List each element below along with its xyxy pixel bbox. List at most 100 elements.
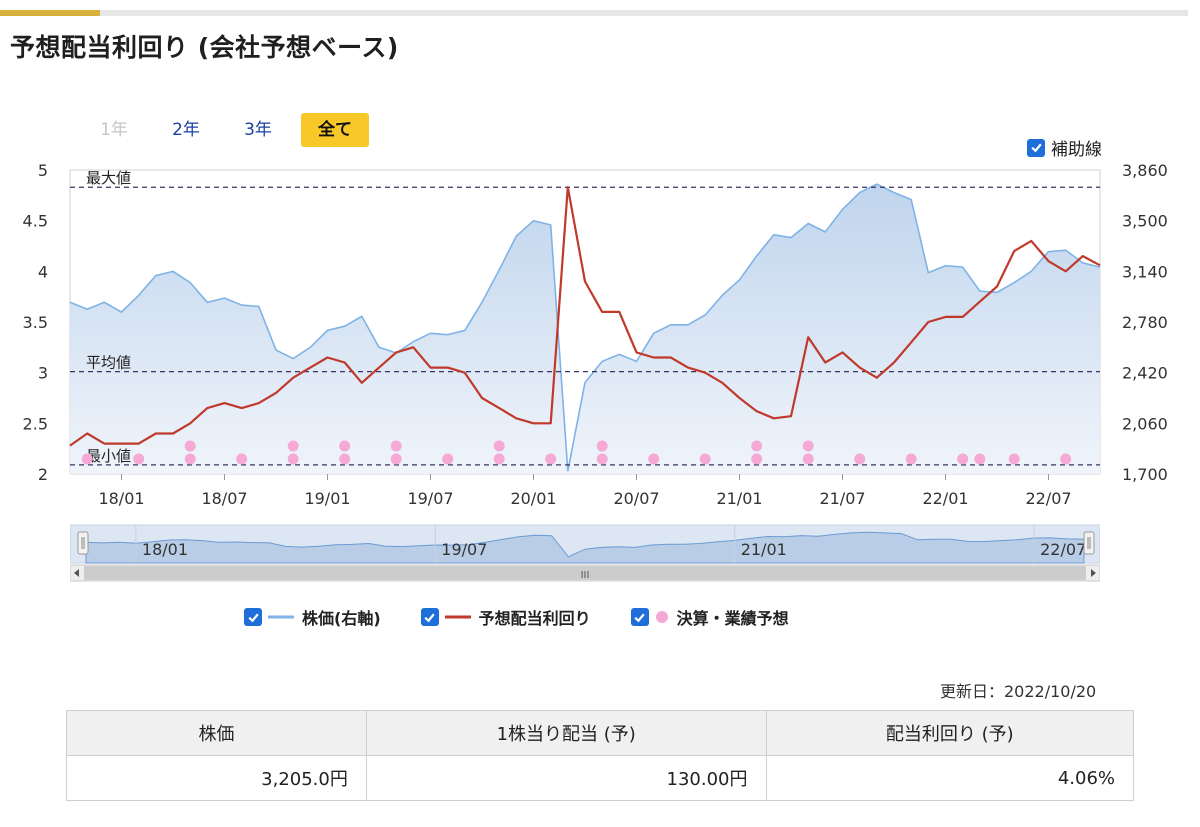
price-area [70, 184, 1100, 474]
value-yield: 4.06% [765, 755, 1134, 801]
legend-label-yield: 予想配当利回り [478, 609, 591, 628]
event-dot [184, 440, 196, 452]
event-dot [854, 453, 866, 465]
event-dot [493, 453, 505, 465]
page-title: 予想配当利回り (会社予想ベース) [10, 33, 399, 62]
x-axis-tick-label: 21/07 [819, 489, 865, 508]
navigator-tick-label: 22/07 [1040, 540, 1086, 559]
x-axis-tick-label: 19/07 [407, 489, 453, 508]
event-dot [802, 453, 814, 465]
x-axis-tick-label: 19/01 [304, 489, 350, 508]
legend-dot-events-icon [655, 611, 668, 623]
guide-line-toggle[interactable]: 補助線 [1027, 135, 1102, 160]
scrollbar-grip-icon: III [581, 570, 590, 581]
legend-line-price-icon [268, 615, 294, 619]
value-dividend: 130.00円 [365, 755, 767, 801]
table-header-row: 株価 1株当り配当 (予) 配当利回り (予) [66, 710, 1134, 756]
event-dot [442, 453, 454, 465]
updated-date: 更新日：2022/10/20 [940, 682, 1097, 701]
yield-line [69, 186, 1101, 447]
left-axis-tick-label: 5 [38, 161, 48, 180]
legend-line-yield-icon [444, 615, 471, 619]
event-dot [699, 453, 711, 465]
x-axis-tick-label: 20/07 [613, 489, 659, 508]
legend-label-events: 決算・業績予想 [676, 609, 789, 628]
top-progress-bar [0, 10, 1188, 16]
event-dot [184, 453, 196, 465]
navigator-series [85, 531, 1085, 564]
price-line [69, 183, 1101, 472]
scroll-left-arrow-icon[interactable] [74, 569, 79, 577]
event-dot [339, 453, 351, 465]
event-dot [81, 453, 93, 465]
right-axis-tick-label: 2,780 [1122, 313, 1168, 332]
left-axis-tick-label: 2.5 [23, 414, 48, 433]
navigator-svg: 18/01 19/07 21/01 22/07 III [69, 524, 1101, 582]
event-dot [648, 453, 660, 465]
left-axis-tick-label: 3 [38, 364, 48, 383]
event-dot [751, 453, 763, 465]
summary-table: 株価 1株当り配当 (予) 配当利回り (予) 3,205.0円 130.00円… [66, 710, 1134, 801]
navigator-tick-label: 21/01 [741, 540, 787, 559]
event-dot [1008, 453, 1020, 465]
navigator-handle-left[interactable] [77, 531, 89, 555]
navigator[interactable]: 18/01 19/07 21/01 22/07 III [69, 523, 1101, 587]
legend-label-price: 株価(右軸) [302, 609, 381, 628]
reference-line-label: 最大値 [86, 169, 131, 187]
event-dot [974, 453, 986, 465]
navigator-tick-label: 19/07 [441, 540, 487, 559]
x-axis-tick-label: 22/07 [1025, 489, 1071, 508]
range-tab-3y[interactable]: 3年 [244, 120, 272, 140]
checkbox-checked-icon[interactable] [244, 608, 262, 626]
event-dot [287, 453, 299, 465]
legend-item-price[interactable]: 株価(右軸) [244, 605, 381, 629]
event-dot [133, 453, 145, 465]
scrollbar-thumb[interactable] [84, 566, 1086, 580]
right-axis-tick-label: 2,420 [1122, 364, 1168, 383]
right-axis-tick-label: 3,500 [1122, 212, 1168, 231]
header-price: 株価 [66, 710, 367, 756]
top-accent-bar [0, 10, 100, 16]
legend-item-yield[interactable]: 予想配当利回り [420, 605, 591, 629]
range-tabs: 1年 2年 3年 全て [85, 113, 383, 147]
event-dot [287, 440, 299, 452]
x-axis-tick-label: 18/07 [201, 489, 247, 508]
scroll-right-arrow-icon[interactable] [1091, 569, 1096, 577]
guide-line-label: 補助線 [1051, 140, 1102, 160]
event-dot [751, 440, 763, 452]
event-dot [905, 453, 917, 465]
event-dot [802, 440, 814, 452]
legend: 株価(右軸) 予想配当利回り 決算・業績予想 [244, 605, 829, 629]
event-dot [236, 453, 248, 465]
right-axis-tick-label: 2,060 [1122, 414, 1168, 433]
table-row: 3,205.0円 130.00円 4.06% [66, 755, 1134, 801]
legend-item-events[interactable]: 決算・業績予想 [630, 605, 789, 629]
x-axis-tick-label: 22/01 [922, 489, 968, 508]
range-tab-1y: 1年 [100, 120, 128, 140]
x-axis-tick-label: 18/01 [98, 489, 144, 508]
x-axis-tick-label: 21/01 [716, 489, 762, 508]
range-tab-2y[interactable]: 2年 [172, 120, 200, 140]
right-axis-tick-label: 1,700 [1122, 465, 1168, 484]
checkbox-checked-icon[interactable] [420, 608, 439, 626]
event-dot [545, 453, 557, 465]
header-yield: 配当利回り (予) [765, 710, 1134, 756]
event-dot [390, 453, 402, 465]
left-axis-tick-label: 2 [38, 465, 48, 484]
checkbox-checked-icon[interactable] [630, 608, 649, 626]
reference-line-label: 最小値 [86, 447, 131, 465]
event-dot [493, 440, 505, 452]
left-axis-tick-label: 3.5 [23, 313, 48, 332]
event-dot [957, 453, 969, 465]
event-dot [339, 440, 351, 452]
event-dot [1060, 453, 1072, 465]
range-tab-all[interactable]: 全て [301, 113, 369, 147]
left-axis-tick-label: 4 [38, 262, 48, 281]
left-axis-tick-label: 4.5 [23, 212, 48, 231]
reference-line-label: 平均値 [86, 354, 131, 372]
navigator-handle-right[interactable] [1083, 531, 1095, 555]
x-axis-tick-label: 20/01 [510, 489, 556, 508]
value-price: 3,205.0円 [66, 755, 367, 801]
event-dot [390, 440, 402, 452]
checkbox-checked-icon[interactable] [1027, 138, 1045, 157]
